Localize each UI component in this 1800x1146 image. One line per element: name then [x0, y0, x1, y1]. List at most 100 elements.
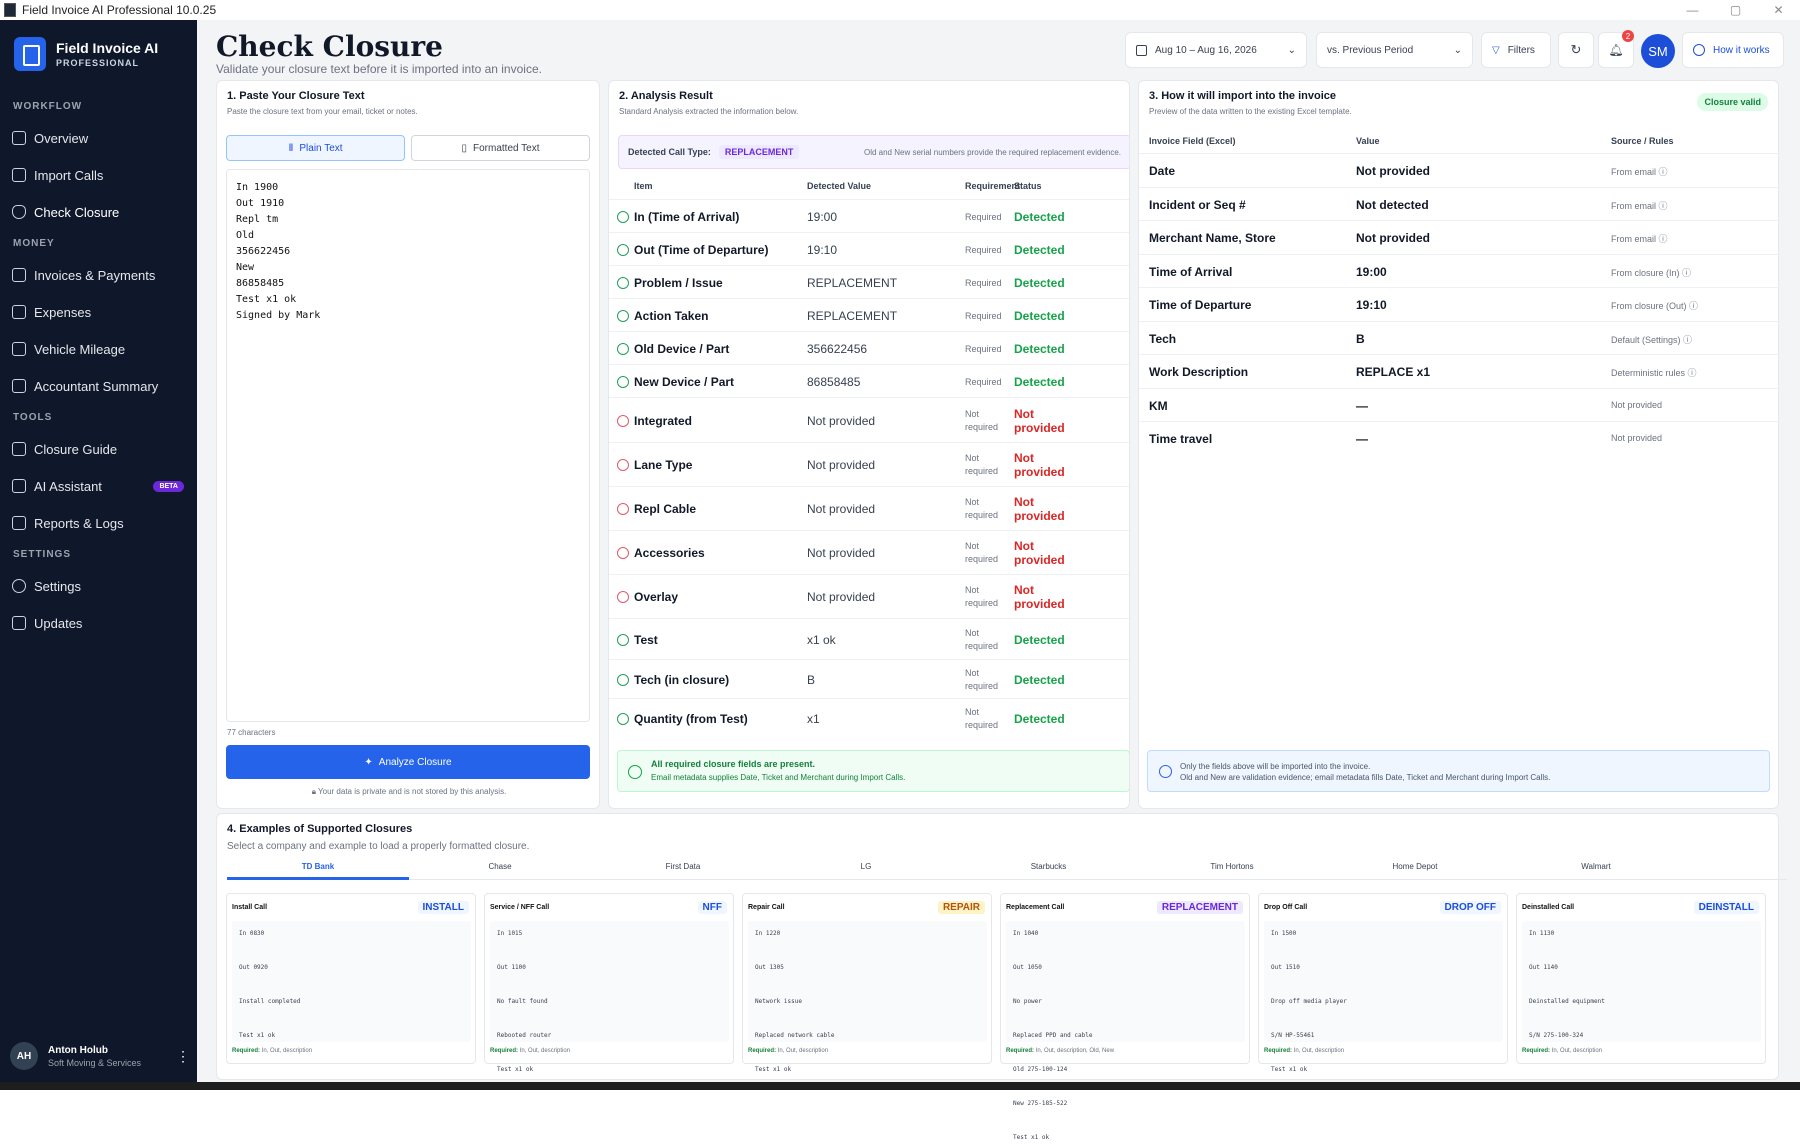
import-value: — — [1356, 432, 1368, 446]
tab-plain-text[interactable]: Ⅱ Plain Text — [226, 135, 405, 161]
sidebar-item-expenses[interactable]: Expenses — [12, 300, 184, 324]
import-title: 3. How it will import into the invoice — [1149, 90, 1337, 102]
main-content: Check Closure Validate your closure text… — [197, 20, 1800, 1141]
window-title: Field Invoice AI Professional 10.0.25 — [22, 3, 217, 17]
import-row: KM — Not provided — [1139, 387, 1780, 421]
compare-period-select[interactable]: vs. Previous Period ⌄ — [1316, 32, 1473, 68]
row-item: Out (Time of Departure) — [634, 242, 769, 257]
paste-subtitle: Paste the closure text from your email, … — [227, 107, 418, 116]
company-tab[interactable]: Starbucks — [1030, 862, 1067, 871]
bell-icon: 🔔︎ — [1608, 43, 1624, 57]
company-tabs: TD Bank Chase First Data LG Starbucks Tim Hor… — [227, 858, 1787, 880]
calendar-icon — [12, 616, 26, 630]
import-row: Time of Arrival 19:00 From closure (In) ⓘ — [1139, 253, 1780, 287]
import-value: 19:00 — [1356, 264, 1387, 279]
row-item: Old Device / Part — [634, 341, 730, 356]
row-value: 86858485 — [807, 374, 861, 389]
call-type-note: Old and New serial numbers provide the r… — [863, 147, 1121, 157]
beta-badge: BETA — [153, 480, 184, 492]
user-profile[interactable]: AH Anton Holub Soft Moving & Services ⋮ — [10, 1042, 190, 1070]
maximize-button[interactable]: ▢ — [1729, 3, 1742, 17]
wallet-icon — [12, 305, 26, 319]
sidebar-item-accountant-summary[interactable]: Accountant Summary — [12, 374, 184, 398]
sidebar-item-ai-assistant[interactable]: AI Assistant BETA — [12, 474, 184, 498]
book-icon — [12, 379, 26, 393]
col-source: Source / Rules — [1611, 136, 1674, 146]
row-item: New Device / Part — [634, 374, 735, 389]
row-value: Not provided — [807, 546, 876, 560]
row-item: Lane Type — [634, 458, 693, 472]
sidebar-item-import-calls[interactable]: Import Calls — [12, 163, 184, 187]
filters-button[interactable]: ▽ Filters — [1481, 32, 1551, 68]
example-badge: REPAIR — [937, 901, 985, 914]
closure-valid-badge: Closure valid — [1697, 93, 1768, 111]
example-card[interactable]: Service / NFF Call NFF In 1015 Out 1100 No… — [484, 893, 734, 1073]
example-code: In 1130 Out 1140 Deinstalled equipment S… — [1522, 921, 1761, 1042]
example-card[interactable]: Repair Call REPAIR In 1220 Out 1305 Networ… — [742, 893, 992, 1073]
chevron-down-icon: ⌄ — [1453, 44, 1462, 56]
company-tab[interactable]: Walmart — [1581, 862, 1611, 871]
import-field: Time of Departure — [1149, 298, 1252, 312]
row-item: Accessories — [634, 546, 705, 560]
analysis-row: Quantity (from Test) x1 Not required Detect… — [609, 698, 1129, 737]
analysis-row: Tech (in closure) B Not required Detected — [609, 659, 1129, 698]
row-requirement: Required — [965, 244, 1002, 255]
row-status: Detected — [1014, 711, 1065, 726]
brand: Field Invoice AI PROFESSIONAL — [14, 37, 158, 71]
row-value: REPLACEMENT — [807, 308, 898, 323]
company-tab[interactable]: LG — [860, 862, 872, 871]
example-card[interactable]: Drop Off Call DROP OFF In 1500 Out 1510 Dr… — [1258, 893, 1508, 1073]
sidebar-item-invoices[interactable]: Invoices & Payments — [12, 263, 184, 287]
closure-text-input[interactable]: In 1900 Out 1910 Repl tm Old 356622456 N… — [226, 169, 590, 722]
example-card[interactable]: Replacement Call REPLACEMENT In 1040 Out 1… — [1000, 893, 1250, 1141]
sidebar-item-vehicle-mileage[interactable]: Vehicle Mileage — [12, 337, 184, 361]
company-tab[interactable]: First Data — [665, 862, 701, 871]
import-row: Merchant Name, Store Not provided From ema… — [1139, 220, 1780, 253]
sidebar-item-updates[interactable]: Updates — [12, 611, 184, 635]
row-requirement: Required — [965, 277, 1002, 288]
analysis-row: Out (Time of Departure) 19:10 Required Dete… — [609, 232, 1129, 265]
car-icon — [12, 342, 26, 356]
sidebar-item-check-closure[interactable]: Check Closure — [12, 200, 184, 224]
example-card[interactable]: Deinstalled Call DEINSTALL In 1130 Out 114… — [1516, 893, 1766, 1064]
col-invoice-field: Invoice Field (Excel) — [1149, 136, 1236, 146]
import-value: — — [1356, 398, 1368, 413]
import-value: REPLACE x1 — [1356, 365, 1431, 379]
import-field: Work Description — [1149, 365, 1249, 379]
row-requirement: Not required — [965, 585, 999, 608]
example-code: In 1500 Out 1510 Drop off media player S… — [1264, 921, 1503, 1073]
tab-formatted-text[interactable]: ▯ Formatted Text — [411, 135, 590, 161]
import-field: Date — [1149, 164, 1176, 178]
how-it-works-button[interactable]: How it works — [1682, 32, 1784, 68]
check-circle-icon — [617, 633, 629, 646]
example-badge: NFF — [697, 901, 727, 914]
analyze-closure-button[interactable]: ✦ Analyze Closure — [226, 745, 590, 779]
minimize-button[interactable]: — — [1686, 3, 1699, 17]
sparkle-icon: ✦ — [364, 756, 373, 768]
sidebar-item-reports-logs[interactable]: Reports & Logs — [12, 511, 184, 535]
example-card[interactable]: Install Call INSTALL In 0830 Out 0920 Inst… — [226, 893, 476, 1064]
row-status: Detected — [1014, 308, 1065, 323]
close-button[interactable]: ✕ — [1773, 3, 1784, 17]
sidebar-item-settings[interactable]: Settings — [12, 574, 184, 598]
row-requirement: Not required — [965, 667, 999, 691]
example-title: Deinstalled Call — [1522, 904, 1575, 911]
import-row: Work Description REPLACE x1 Deterministic … — [1139, 354, 1780, 387]
import-row: Time of Departure 19:10 From closure (Out)… — [1139, 287, 1780, 320]
import-source: From email ⓘ — [1611, 200, 1668, 211]
sidebar-item-closure-guide[interactable]: Closure Guide — [12, 437, 184, 461]
date-range-picker[interactable]: Aug 10 – Aug 16, 2026 ⌄ — [1125, 32, 1307, 68]
company-tab[interactable]: Chase — [488, 862, 512, 871]
import-source: From closure (In) ⓘ — [1611, 267, 1692, 278]
import-source: Not provided — [1611, 433, 1663, 443]
sidebar-item-overview[interactable]: Overview — [12, 126, 184, 150]
row-status: Detected — [1014, 209, 1065, 224]
header-avatar[interactable]: SM — [1641, 34, 1675, 68]
company-tab[interactable]: Tim Hortons — [1210, 862, 1254, 871]
company-tab[interactable]: TD Bank — [301, 862, 335, 871]
row-status: Detected — [1014, 374, 1065, 389]
company-tab[interactable]: Home Depot — [1392, 862, 1438, 871]
more-options-icon[interactable]: ⋮ — [176, 1048, 190, 1064]
refresh-button[interactable]: ↻ — [1558, 32, 1594, 68]
window-titlebar: Field Invoice AI Professional 10.0.25 — … — [0, 0, 1800, 20]
